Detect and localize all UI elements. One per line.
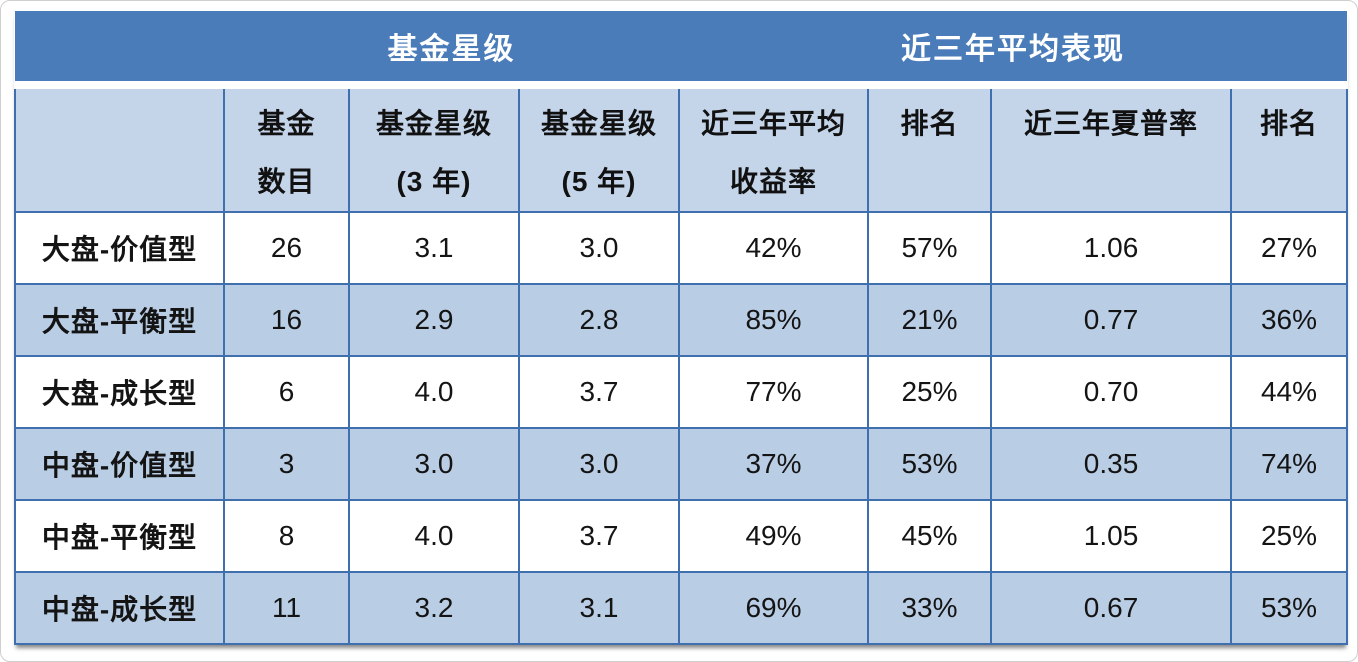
row-label: 大盘-价值型	[14, 211, 225, 285]
table-row: 中盘-价值型 3 3.0 3.0 37% 53% 0.35 74%	[14, 427, 1349, 501]
row-label: 中盘-平衡型	[14, 499, 225, 573]
cell-rank-return: 57%	[867, 211, 993, 285]
fund-performance-table: 基金星级 近三年平均表现 基金 数目 基金星级 (3 年) 基金星级	[14, 11, 1349, 645]
cell-star-5y: 3.7	[517, 499, 681, 573]
column-header-text: (3 年)	[396, 166, 472, 197]
cell-star-3y: 2.9	[348, 283, 520, 357]
column-header-text	[18, 95, 221, 153]
cell-rank-return: 21%	[867, 283, 993, 357]
column-header-text: 排名	[900, 108, 959, 139]
column-header-text	[994, 153, 1228, 211]
column-header-text: 数目	[257, 166, 316, 197]
cell-sharpe-3y: 0.67	[990, 571, 1233, 645]
cell-rank-return: 53%	[867, 427, 993, 501]
cell-star-3y: 3.2	[348, 571, 520, 645]
cell-star-3y: 3.0	[348, 427, 520, 501]
column-header-star-5y: 基金星级 (5 年)	[517, 84, 681, 213]
column-header-row: 基金 数目 基金星级 (3 年) 基金星级 (5 年) 近三年平均 收益率 排名	[14, 84, 1349, 213]
column-header-text: 收益率	[730, 166, 818, 197]
table-row: 大盘-成长型 6 4.0 3.7 77% 25% 0.70 44%	[14, 355, 1349, 429]
cell-sharpe-3y: 0.35	[990, 427, 1233, 501]
column-header-sharpe-3y: 近三年夏普率	[990, 84, 1233, 213]
column-header-text: (5 年)	[561, 166, 637, 197]
cell-rank-sharpe: 44%	[1230, 355, 1349, 429]
cell-fund-count: 3	[223, 427, 350, 501]
cell-avg-return-3y: 42%	[678, 211, 870, 285]
group-header-3yr-performance: 近三年平均表现	[679, 11, 1348, 89]
cell-sharpe-3y: 1.06	[990, 211, 1233, 285]
cell-star-5y: 3.1	[517, 571, 681, 645]
column-header-text: 基金	[257, 108, 316, 139]
cell-fund-count: 26	[223, 211, 350, 285]
cell-rank-sharpe: 53%	[1230, 571, 1349, 645]
cell-fund-count: 16	[223, 283, 350, 357]
cell-rank-sharpe: 25%	[1230, 499, 1349, 573]
group-header-fund-rating: 基金星级	[224, 11, 680, 89]
cell-star-5y: 3.0	[517, 427, 681, 501]
column-header-category	[14, 84, 225, 213]
column-header-text: 基金星级	[375, 108, 492, 139]
cell-rank-sharpe: 27%	[1230, 211, 1349, 285]
group-header-row: 基金星级 近三年平均表现	[15, 11, 1348, 89]
cell-avg-return-3y: 37%	[678, 427, 870, 501]
cell-star-5y: 2.8	[517, 283, 681, 357]
cell-sharpe-3y: 0.77	[990, 283, 1233, 357]
column-header-text: 基金星级	[541, 108, 658, 139]
column-header-fund-count: 基金 数目	[223, 84, 350, 213]
cell-fund-count: 6	[223, 355, 350, 429]
table-row: 中盘-成长型 11 3.2 3.1 69% 33% 0.67 53%	[14, 571, 1349, 645]
row-label: 大盘-平衡型	[14, 283, 225, 357]
cell-rank-sharpe: 74%	[1230, 427, 1349, 501]
cell-sharpe-3y: 0.70	[990, 355, 1233, 429]
column-header-star-3y: 基金星级 (3 年)	[348, 84, 520, 213]
column-header-rank-return: 排名	[867, 84, 993, 213]
cell-avg-return-3y: 69%	[678, 571, 870, 645]
column-header-text	[871, 153, 988, 211]
column-header-avg-return-3y: 近三年平均 收益率	[678, 84, 870, 213]
cell-avg-return-3y: 49%	[678, 499, 870, 573]
cell-avg-return-3y: 85%	[678, 283, 870, 357]
cell-rank-return: 45%	[867, 499, 993, 573]
cell-star-5y: 3.0	[517, 211, 681, 285]
cell-star-3y: 4.0	[348, 499, 520, 573]
cell-sharpe-3y: 1.05	[990, 499, 1233, 573]
cell-star-5y: 3.7	[517, 355, 681, 429]
cell-star-3y: 3.1	[348, 211, 520, 285]
row-label: 中盘-成长型	[14, 571, 225, 645]
column-header-text: 近三年平均	[701, 108, 847, 139]
cell-rank-return: 33%	[867, 571, 993, 645]
column-header-text: 排名	[1260, 108, 1319, 139]
column-header-text	[18, 153, 221, 211]
column-header-text	[1234, 153, 1344, 211]
cell-rank-return: 25%	[867, 355, 993, 429]
cell-fund-count: 8	[223, 499, 350, 573]
table-row: 中盘-平衡型 8 4.0 3.7 49% 45% 1.05 25%	[14, 499, 1349, 573]
row-label: 大盘-成长型	[14, 355, 225, 429]
cell-fund-count: 11	[223, 571, 350, 645]
cell-rank-sharpe: 36%	[1230, 283, 1349, 357]
group-header-spacer	[15, 11, 224, 89]
column-header-text: 近三年夏普率	[1024, 108, 1199, 139]
table-row: 大盘-价值型 26 3.1 3.0 42% 57% 1.06 27%	[14, 211, 1349, 285]
table-row: 大盘-平衡型 16 2.9 2.8 85% 21% 0.77 36%	[14, 283, 1349, 357]
cell-avg-return-3y: 77%	[678, 355, 870, 429]
row-label: 中盘-价值型	[14, 427, 225, 501]
cell-star-3y: 4.0	[348, 355, 520, 429]
column-header-rank-sharpe: 排名	[1230, 84, 1349, 213]
